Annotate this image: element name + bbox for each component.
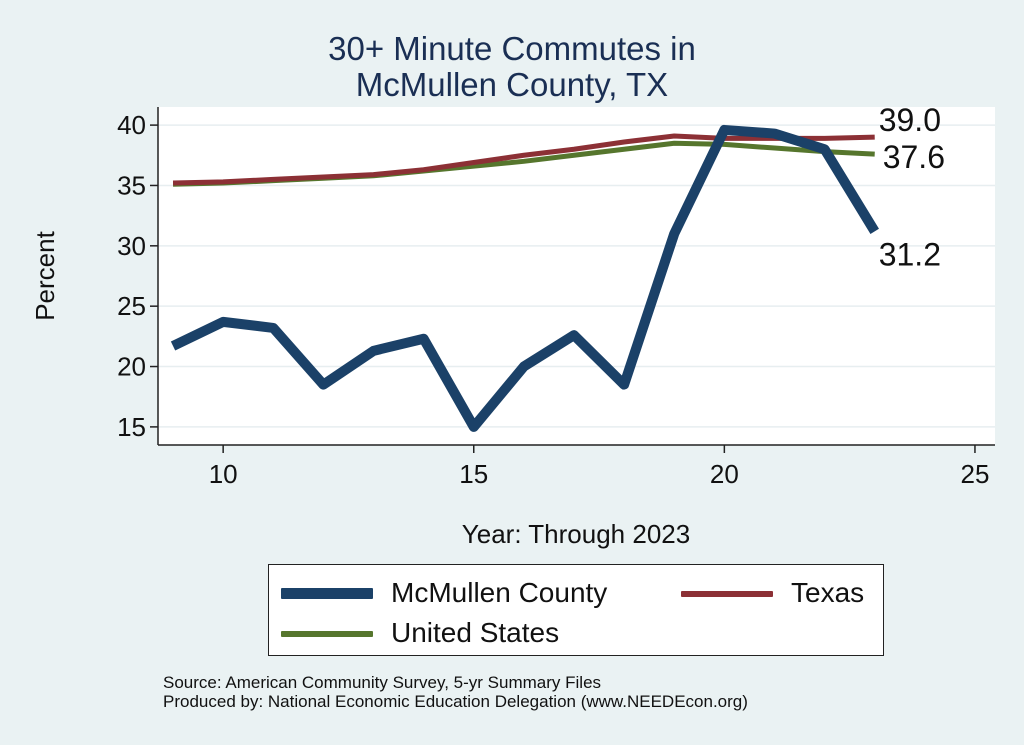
y-tick-label: 20 (117, 352, 146, 382)
source-note: Source: American Community Survey, 5-yr … (163, 673, 602, 692)
produced-by-note: Produced by: National Economic Education… (163, 692, 748, 711)
legend-label-mcmullen: McMullen County (391, 577, 608, 608)
y-tick-label: 35 (117, 170, 146, 200)
end-label-united-states: 37.6 (883, 139, 945, 175)
y-tick-label: 40 (117, 110, 146, 140)
x-tick-label: 10 (209, 459, 238, 489)
legend-swatch-mcmullen (281, 588, 373, 599)
x-tick-label: 25 (960, 459, 989, 489)
legend: McMullen County Texas United States (268, 564, 884, 656)
x-axis-title: Year: Through 2023 (462, 519, 690, 549)
series-line-mcmullen-county (170, 124, 879, 432)
y-tick-label: 25 (117, 291, 146, 321)
chart-title-line-1: 30+ Minute Commutes in (328, 30, 696, 67)
series-line-texas (172, 133, 875, 186)
y-tick-label: 15 (117, 412, 146, 442)
x-tick-label: 15 (459, 459, 488, 489)
x-tick-label: 20 (710, 459, 739, 489)
end-label-mcmullen-county: 31.2 (879, 236, 941, 272)
legend-label-texas: Texas (791, 577, 865, 608)
legend-label-us: United States (391, 617, 560, 648)
legend-swatch-us (281, 631, 373, 637)
plot-area (158, 107, 995, 445)
y-axis-title: Percent (30, 230, 60, 320)
chart-title-line-2: McMullen County, TX (355, 66, 669, 103)
end-label-texas: 39.0 (879, 102, 941, 138)
legend-swatch-texas (681, 591, 773, 597)
y-tick-label: 30 (117, 231, 146, 261)
